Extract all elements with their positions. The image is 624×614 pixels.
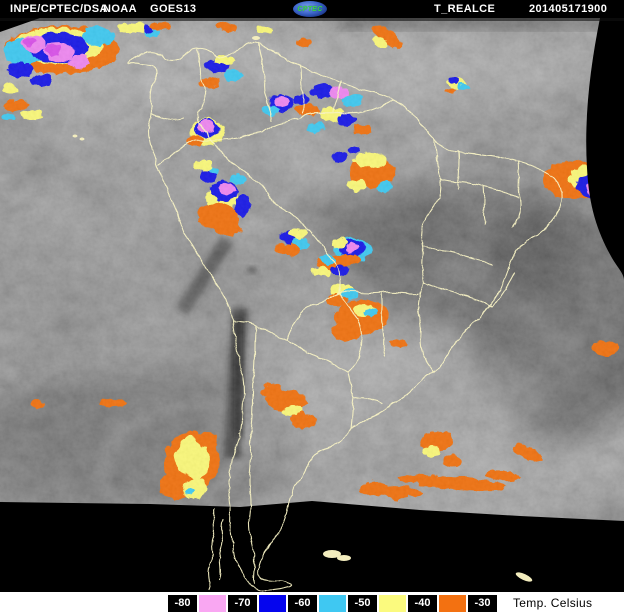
satellite-map (0, 18, 624, 592)
cptec-logo-text: CPTEC (297, 5, 323, 13)
border-bolivia-west (284, 291, 339, 341)
legend-tick--40: -40 (408, 594, 437, 612)
legend-swatch-4 (439, 594, 466, 612)
legend-tick--60: -60 (288, 594, 317, 612)
map-svg (0, 18, 624, 592)
border-colombia-venezuela (195, 49, 211, 141)
temperature-legend: -80 -70 -60 -50 -40 -30 (168, 594, 499, 612)
borders-brazil-states (337, 137, 521, 372)
island-outline (323, 550, 341, 558)
legend-tick--80: -80 (168, 594, 197, 612)
border-guyana-venezuela (256, 41, 272, 121)
legend-tick--50: -50 (348, 594, 377, 612)
agency-label: INPE/CPTEC/DSA (10, 3, 108, 15)
satellite-name-label: GOES13 (150, 3, 197, 15)
legend-swatch-0 (199, 594, 226, 612)
island-outline (515, 572, 533, 582)
border-peru-brazil-bolivia (209, 139, 340, 293)
timestamp-label: 201405171900 (529, 3, 608, 15)
legend-swatch-3 (379, 594, 406, 612)
border-north-brazil (209, 98, 394, 141)
border-chile-argentina (247, 324, 256, 584)
product-label: T_REALCE (434, 3, 496, 15)
border-paraguay (284, 291, 362, 398)
islands (72, 36, 533, 582)
legend-title: Temp. Celsius (513, 596, 593, 610)
coast-chile-fjords (207, 507, 223, 589)
legend-tick--30: -30 (468, 594, 497, 612)
legend-bar: -80 -70 -60 -50 -40 -30 Temp. Celsius (0, 592, 624, 614)
cptec-logo: CPTEC (293, 1, 327, 17)
border-uruguay (349, 395, 382, 428)
border-ecuador-north (150, 111, 184, 119)
island-outline (337, 555, 351, 561)
island-outline (72, 134, 78, 138)
border-suriname-frguiana (331, 79, 341, 112)
border-ecuador-peru (157, 138, 211, 165)
island-outline (79, 137, 85, 141)
noaa-label: NOAA (103, 3, 137, 15)
legend-swatch-2 (319, 594, 346, 612)
scan-edge-black (0, 18, 624, 592)
island-outline (252, 36, 260, 40)
coastline (127, 40, 562, 591)
border-guyana-suriname (298, 64, 304, 113)
country-borders (127, 40, 562, 591)
header-bar: INPE/CPTEC/DSA NOAA GOES13 CPTEC T_REALC… (0, 0, 624, 18)
border-chile-bolivia (231, 319, 286, 341)
legend-tick--70: -70 (228, 594, 257, 612)
legend-swatch-1 (259, 594, 286, 612)
